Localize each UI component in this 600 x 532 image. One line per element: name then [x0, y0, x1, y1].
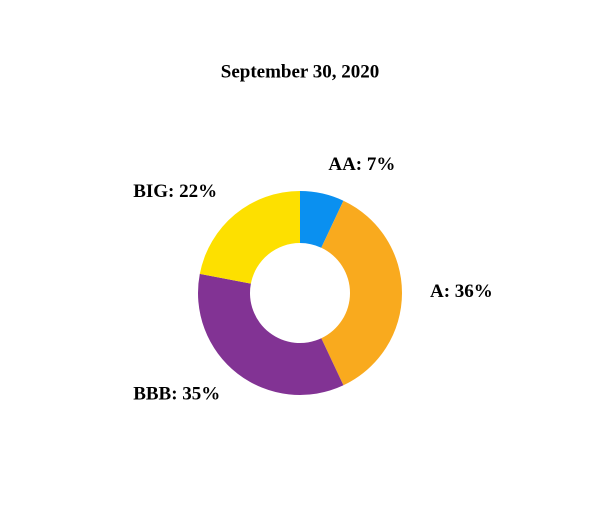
slice-label: BBB: 35%	[133, 384, 220, 405]
donut-slice	[197, 273, 344, 396]
category-label: BIG	[133, 181, 168, 202]
category-label: A	[430, 281, 444, 302]
slice-label: AA: 7%	[328, 154, 395, 175]
donut-slice	[321, 200, 402, 386]
donut-slice	[199, 191, 300, 284]
value-label: : 22%	[168, 181, 217, 202]
value-label: : 35%	[171, 384, 220, 405]
value-label: : 36%	[444, 281, 493, 302]
donut-slice	[300, 191, 344, 248]
value-label: : 7%	[356, 154, 396, 175]
slice-label: BIG: 22%	[133, 181, 217, 202]
slice-label: A: 36%	[430, 281, 493, 302]
category-label: AA	[328, 154, 356, 175]
category-label: BBB	[133, 384, 171, 405]
chart-title: September 30, 2020	[221, 61, 380, 82]
